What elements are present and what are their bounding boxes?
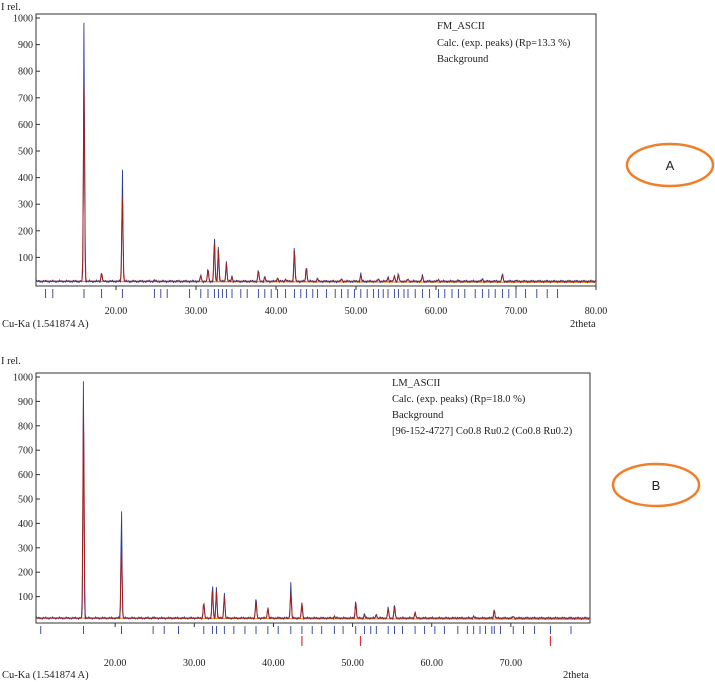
- plot-frame: [35, 13, 597, 287]
- y-tick-label: 900: [18, 397, 33, 408]
- panel-label-text: B: [652, 478, 661, 493]
- y-tick-group: 100 200 300 400 500 600 700 800 900 1000: [13, 14, 40, 264]
- y-tick-label: 800: [18, 421, 33, 432]
- y-tick-label: 600: [18, 120, 33, 131]
- y-tick-label: 500: [18, 495, 33, 506]
- y-tick-label: 200: [18, 568, 33, 579]
- panel-label-a: A: [625, 142, 715, 188]
- y-tick-label: 900: [18, 40, 33, 51]
- x-tick-label: 20.00: [105, 306, 128, 317]
- y-axis-label: I rel.: [1, 356, 21, 367]
- legend-entry-background: Background: [392, 410, 444, 421]
- y-tick-label: 1000: [13, 14, 33, 25]
- x-tick-group: 20.00 30.00 40.00 50.00 60.00 70.00: [104, 623, 522, 669]
- x-tick-label: 70.00: [500, 658, 523, 669]
- y-tick-label: 100: [18, 253, 33, 264]
- x-tick-group: 20.00 30.00 40.00 50.00 60.00 70.00 80.00: [105, 286, 608, 317]
- reflection-tick-group: [40, 626, 572, 634]
- data-lines-group: [35, 22, 597, 284]
- x-tick-label: 20.00: [104, 658, 127, 669]
- panel-label-oval: [625, 142, 715, 188]
- observed-line: [35, 22, 597, 284]
- phase-tick-group: [301, 636, 552, 646]
- calculated-line: [36, 86, 596, 282]
- wavelength-label: Cu-Ka (1.541874 A): [2, 670, 89, 681]
- legend-entry-phase: [96-152-4727] Co0.8 Ru0.2 (Co0.8 Ru0.2): [392, 426, 573, 437]
- panel-a: I rel. 100 200 300 400 500 600 700 800 900 1000 2…: [1, 2, 715, 330]
- calculated-line: [36, 405, 590, 620]
- data-lines-group: [35, 381, 591, 621]
- x-axis-label: 2theta: [563, 670, 589, 681]
- x-tick-label: 60.00: [425, 306, 448, 317]
- panel-b: I rel. 100 200 300 400 500 600 700 800 900 1000 2…: [1, 356, 701, 681]
- x-tick-label: 80.00: [585, 306, 608, 317]
- legend-entry-background: Background: [437, 54, 489, 65]
- plot-frame: [35, 372, 591, 624]
- panel-label-oval: [611, 462, 701, 508]
- x-tick-label: 50.00: [345, 306, 368, 317]
- y-tick-label: 100: [18, 592, 33, 603]
- y-tick-label: 500: [18, 147, 33, 158]
- x-axis-label: 2theta: [570, 319, 596, 330]
- legend: FM_ASCII Calc. (exp. peaks) (Rp=13.3 %) …: [437, 21, 571, 65]
- y-tick-label: 200: [18, 226, 33, 237]
- x-tick-label: 40.00: [262, 658, 285, 669]
- x-tick-label: 40.00: [265, 306, 288, 317]
- y-tick-label: 400: [18, 519, 33, 530]
- y-tick-label: 600: [18, 470, 33, 481]
- y-axis-label: I rel.: [1, 2, 21, 13]
- x-tick-label: 70.00: [505, 306, 528, 317]
- x-tick-label: 50.00: [341, 658, 364, 669]
- y-tick-label: 300: [18, 200, 33, 211]
- legend-entry-calculated: Calc. (exp. peaks) (Rp=18.0 %): [392, 394, 526, 405]
- reflection-tick-group: [45, 289, 559, 298]
- y-tick-label: 300: [18, 543, 33, 554]
- y-tick-label: 400: [18, 173, 33, 184]
- y-tick-label: 700: [18, 93, 33, 104]
- panel-label-text: A: [666, 158, 675, 173]
- y-tick-label: 700: [18, 446, 33, 457]
- y-tick-group: 100 200 300 400 500 600 700 800 900 1000: [13, 373, 40, 603]
- y-tick-label: 1000: [13, 373, 33, 384]
- legend-entry-calculated: Calc. (exp. peaks) (Rp=13.3 %): [437, 38, 571, 49]
- panel-label-b: B: [611, 462, 701, 508]
- legend-entry-observed: FM_ASCII: [437, 21, 485, 32]
- x-tick-label: 60.00: [420, 658, 443, 669]
- x-tick-label: 30.00: [183, 658, 206, 669]
- y-tick-label: 800: [18, 67, 33, 78]
- wavelength-label: Cu-Ka (1.541874 A): [2, 319, 89, 330]
- legend-entry-observed: LM_ASCII: [392, 378, 441, 389]
- legend: LM_ASCII Calc. (exp. peaks) (Rp=18.0 %) …: [392, 378, 573, 437]
- x-tick-label: 30.00: [185, 306, 208, 317]
